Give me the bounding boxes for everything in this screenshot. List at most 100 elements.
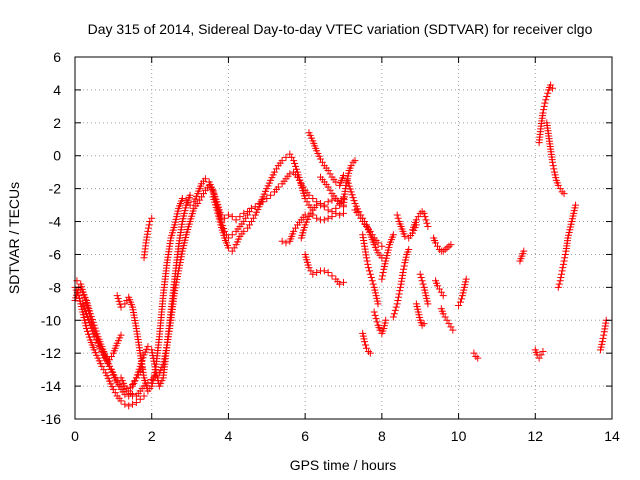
data-point bbox=[416, 270, 424, 278]
data-point bbox=[554, 283, 562, 291]
data-point bbox=[249, 214, 257, 222]
data-point bbox=[366, 270, 374, 278]
data-point bbox=[318, 158, 326, 166]
data-point bbox=[558, 188, 566, 196]
x-tick-label: 8 bbox=[378, 428, 386, 444]
data-point bbox=[316, 199, 324, 207]
data-point bbox=[343, 178, 351, 186]
data-point bbox=[418, 277, 426, 285]
data-point bbox=[133, 371, 141, 379]
data-point bbox=[420, 209, 428, 217]
data-point bbox=[83, 310, 91, 318]
data-point bbox=[113, 292, 121, 300]
data-point bbox=[369, 280, 377, 288]
y-tick-label: 2 bbox=[53, 115, 61, 131]
data-point bbox=[324, 198, 332, 206]
data-point bbox=[148, 376, 156, 384]
y-tick-labels: -16 -14 -12 -10 -8 -6 -4 -2 0 2 4 6 bbox=[41, 49, 61, 427]
data-point bbox=[263, 195, 271, 203]
data-point bbox=[144, 343, 152, 351]
data-point bbox=[389, 313, 397, 321]
data-point bbox=[247, 204, 255, 212]
data-point bbox=[378, 242, 386, 250]
data-point bbox=[117, 397, 125, 405]
data-point bbox=[214, 212, 222, 220]
data-point bbox=[400, 265, 408, 273]
data-point bbox=[144, 227, 152, 235]
data-point bbox=[224, 211, 232, 219]
data-point bbox=[347, 188, 355, 196]
data-point bbox=[246, 221, 254, 229]
data-point bbox=[368, 277, 376, 285]
x-tick-label: 4 bbox=[225, 428, 233, 444]
data-point bbox=[73, 277, 81, 285]
x-tick-label: 6 bbox=[301, 428, 309, 444]
data-point bbox=[393, 211, 401, 219]
data-point bbox=[541, 99, 549, 107]
data-point bbox=[255, 199, 263, 207]
data-point bbox=[362, 341, 370, 349]
data-point bbox=[121, 400, 129, 408]
data-point bbox=[556, 277, 564, 285]
data-point bbox=[561, 254, 569, 262]
data-point bbox=[274, 183, 282, 191]
data-point bbox=[340, 171, 347, 179]
plot-frame bbox=[74, 56, 613, 420]
data-point bbox=[326, 186, 334, 194]
data-point bbox=[209, 186, 217, 194]
y-tick-label: 0 bbox=[53, 148, 61, 164]
data-point bbox=[423, 219, 431, 227]
data-point bbox=[367, 273, 375, 281]
data-point bbox=[443, 244, 451, 252]
data-point bbox=[417, 273, 425, 281]
data-point bbox=[456, 298, 464, 306]
data-point bbox=[346, 185, 354, 193]
data-point bbox=[146, 218, 154, 226]
data-point bbox=[351, 157, 359, 165]
data-point bbox=[520, 247, 528, 255]
data-point bbox=[320, 216, 328, 224]
data-point bbox=[421, 213, 429, 221]
data-point bbox=[138, 357, 146, 365]
data-point bbox=[449, 326, 457, 334]
data-point bbox=[259, 198, 267, 206]
data-point bbox=[117, 331, 125, 339]
data-point bbox=[558, 267, 566, 275]
data-point bbox=[215, 215, 223, 223]
data-point bbox=[88, 327, 96, 335]
y-tick-label: -16 bbox=[41, 411, 61, 427]
data-point bbox=[395, 290, 403, 298]
data-point bbox=[457, 295, 465, 303]
data-point bbox=[363, 254, 371, 262]
y-tick-label: -10 bbox=[41, 312, 61, 328]
data-point bbox=[100, 366, 108, 374]
data-point bbox=[211, 192, 219, 200]
data-point bbox=[297, 180, 305, 188]
data-point bbox=[272, 165, 280, 173]
data-point bbox=[396, 283, 404, 291]
data-point bbox=[267, 191, 275, 199]
data-point bbox=[559, 260, 567, 268]
data-point bbox=[293, 165, 301, 173]
data-point bbox=[232, 216, 240, 224]
data-point bbox=[560, 190, 568, 198]
data-point bbox=[286, 150, 294, 158]
y-tick-label: -4 bbox=[49, 214, 62, 230]
data-point bbox=[244, 208, 252, 216]
data-point bbox=[549, 84, 557, 92]
data-point bbox=[345, 182, 353, 190]
data-point bbox=[332, 209, 340, 217]
data-point bbox=[309, 270, 317, 278]
data-point bbox=[324, 214, 332, 222]
data-point bbox=[278, 157, 286, 165]
data-point bbox=[401, 232, 409, 240]
data-point bbox=[313, 201, 321, 209]
data-point bbox=[83, 313, 91, 321]
data-point bbox=[378, 254, 386, 262]
data-point bbox=[328, 196, 336, 204]
data-point bbox=[129, 400, 137, 408]
data-point bbox=[420, 320, 428, 328]
data-point bbox=[89, 330, 97, 338]
data-point bbox=[125, 402, 133, 410]
